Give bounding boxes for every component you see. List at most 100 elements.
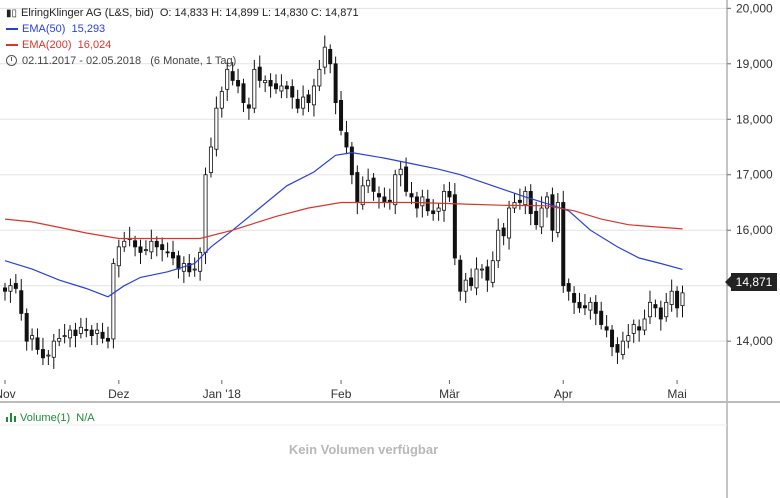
candle-body [566, 283, 571, 292]
candle-body [35, 337, 40, 350]
x-tick-label: Apr [554, 387, 573, 401]
candle-body [393, 174, 398, 206]
candle-body [658, 307, 663, 320]
candle [203, 167, 208, 265]
y-axis-ticks: 14,00015,00016,00017,00018,00019,00020,0… [727, 1, 773, 348]
date-range-legend: 02.11.2017 - 02.05.2018 (6 Monate, 1 Tag… [6, 54, 236, 68]
candle-body [517, 199, 522, 203]
candle-body [610, 329, 615, 348]
candle-body [452, 194, 457, 259]
candle-body [550, 194, 555, 231]
candle [295, 89, 300, 114]
candle-body [425, 198, 430, 212]
candle [165, 242, 170, 258]
candle-body [344, 132, 349, 148]
candle-body [349, 146, 354, 176]
candle-body [490, 260, 495, 283]
ema200-swatch [6, 44, 18, 47]
candle [149, 229, 154, 260]
candle [680, 285, 685, 318]
candle-body [458, 259, 463, 292]
candle [40, 337, 45, 366]
candle [452, 183, 457, 266]
candle [84, 317, 89, 338]
volume-legend: Volume(1) N/A [6, 412, 95, 424]
candle-body [30, 335, 35, 340]
ema200-line [4, 201, 683, 240]
ema50-legend: EMA(50) 15,293 [6, 22, 105, 36]
candle [507, 200, 512, 250]
candle-body [615, 344, 620, 353]
y-tick-label: 19,000 [736, 57, 773, 71]
candle [19, 279, 24, 321]
candle-body [360, 185, 365, 206]
candle-body [138, 246, 143, 253]
candle-body [46, 354, 51, 357]
x-tick-label: Jan '18 [203, 387, 242, 401]
candle-body [100, 331, 105, 339]
candle [198, 247, 203, 281]
candle-body [355, 172, 360, 203]
candle-body [149, 240, 154, 253]
candle-body [57, 337, 62, 342]
candle-body [593, 301, 598, 314]
candle-body [485, 266, 490, 281]
candle [89, 325, 94, 346]
candle-body [311, 85, 316, 106]
candle [290, 79, 295, 109]
candle-body [675, 290, 680, 309]
candle-body [143, 249, 148, 252]
candle [387, 188, 392, 210]
candle-body [295, 98, 300, 109]
candle-body [62, 335, 67, 338]
candle-body [95, 329, 100, 334]
candle-body [40, 349, 45, 359]
candle-body [631, 324, 636, 334]
candle-body [284, 85, 289, 90]
candle [523, 186, 528, 215]
candle-body [192, 268, 197, 271]
candle [355, 165, 360, 215]
candle [133, 235, 138, 257]
candle [566, 278, 571, 301]
x-tick-label: Dez [108, 387, 129, 401]
candle-body [51, 340, 56, 358]
candle [333, 56, 338, 115]
x-tick-label: Feb [331, 387, 352, 401]
candle [653, 299, 658, 318]
candle-body [382, 196, 387, 203]
candle [490, 251, 495, 288]
last-price-tag: 14,871 [725, 273, 777, 291]
candle-body [24, 313, 29, 342]
chart-title: ElringKlinger AG (L&S, bid) [21, 7, 154, 19]
candle-body [160, 244, 165, 251]
candle [404, 157, 409, 197]
candle [57, 328, 62, 347]
candle-body [409, 193, 414, 198]
candle [436, 203, 441, 221]
candle [344, 120, 349, 155]
candle-body [588, 301, 593, 311]
ema50-swatch [6, 28, 18, 31]
candle-body [501, 227, 506, 237]
candle [160, 237, 165, 262]
candle [371, 173, 376, 201]
candle [225, 62, 230, 101]
candle-body [620, 340, 625, 355]
candle [111, 258, 116, 349]
candle [463, 272, 468, 303]
candle [599, 301, 604, 330]
candle [572, 286, 577, 314]
candle [501, 223, 506, 246]
candle [24, 308, 29, 351]
candle [561, 190, 566, 293]
volume-bars-icon [6, 413, 16, 422]
candle [176, 250, 181, 279]
candle-body [89, 329, 94, 337]
candle [339, 90, 344, 136]
candle [257, 55, 262, 88]
candle [664, 292, 669, 322]
candle-body [263, 80, 268, 84]
